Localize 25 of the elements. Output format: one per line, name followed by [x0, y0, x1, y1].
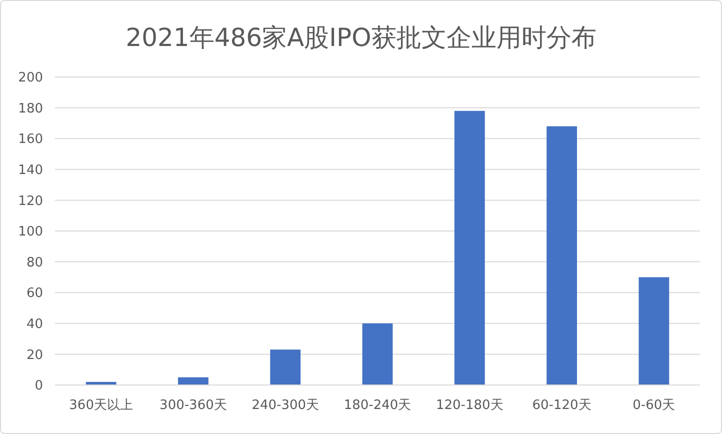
- bar: [178, 377, 208, 385]
- bar: [546, 126, 577, 385]
- x-tick-label: 240-300天: [252, 398, 320, 413]
- x-tick-label: 180-240天: [344, 398, 412, 413]
- y-tick-label: 120: [18, 194, 43, 209]
- bar: [454, 110, 485, 385]
- y-tick-label: 20: [26, 348, 43, 363]
- y-tick-label: 80: [26, 255, 43, 270]
- y-tick-label: 160: [18, 132, 43, 148]
- y-tick-label: 0: [34, 378, 43, 394]
- x-tick-label: 120-180天: [436, 398, 504, 413]
- y-tick-label: 40: [26, 316, 43, 332]
- bar: [362, 323, 393, 385]
- x-tick-label: 300-360天: [160, 398, 227, 413]
- bar: [638, 277, 670, 385]
- x-tick-label: 0-60天: [632, 398, 676, 413]
- chart-title: 2021年486家A股IPO获批文企业用时分布: [126, 23, 596, 52]
- x-tick-label: 360天以上: [69, 398, 133, 413]
- y-tick-label: 60: [26, 286, 43, 302]
- x-tick-label: 60-120天: [532, 398, 592, 413]
- y-tick-label: 180: [18, 101, 43, 116]
- y-tick-label: 100: [18, 224, 43, 240]
- y-tick-label: 200: [18, 70, 43, 86]
- bar: [270, 350, 301, 385]
- y-tick-label: 140: [18, 162, 43, 178]
